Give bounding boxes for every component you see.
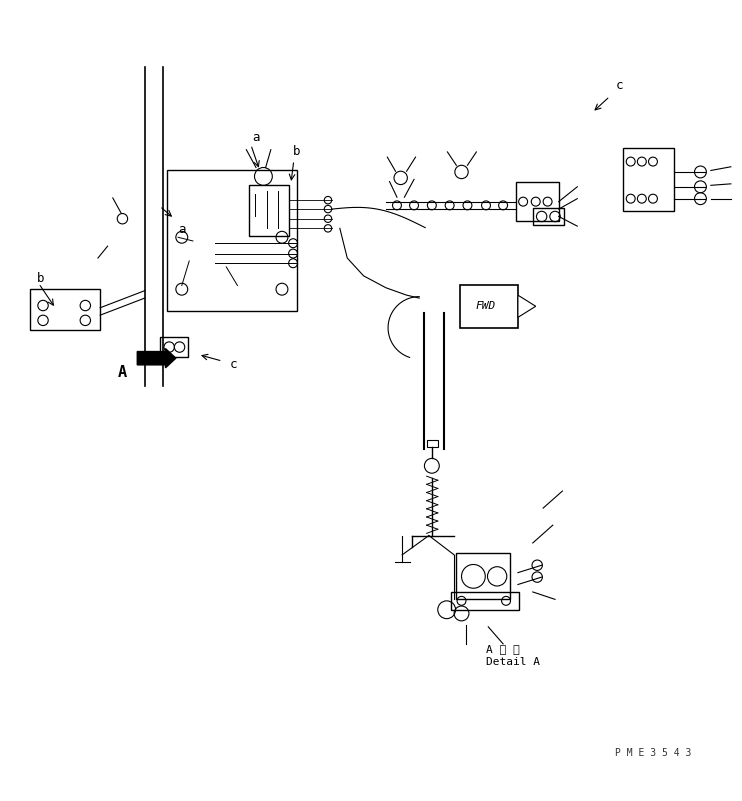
Text: FWD: FWD [476, 300, 496, 311]
Bar [160, 336, 188, 357]
Bar [451, 592, 519, 610]
Text: c: c [230, 358, 237, 372]
Text: A: A [118, 364, 127, 380]
Bar [456, 553, 510, 599]
FancyArrow shape [137, 348, 176, 368]
Bar [30, 289, 100, 330]
Bar [533, 207, 564, 225]
Bar [623, 148, 674, 211]
Bar [167, 171, 297, 312]
Text: c: c [616, 78, 623, 91]
Text: P M E 3 5 4 3: P M E 3 5 4 3 [615, 748, 691, 758]
Text: b: b [293, 146, 301, 159]
Text: a: a [178, 223, 186, 236]
Bar [249, 185, 289, 235]
Bar [460, 284, 518, 328]
Bar [427, 440, 438, 446]
Bar [516, 183, 559, 221]
Text: A 詳 細: A 詳 細 [486, 644, 519, 654]
Text: b: b [37, 272, 45, 284]
Polygon shape [518, 295, 536, 317]
Text: a: a [252, 131, 260, 143]
Text: Detail A: Detail A [486, 657, 540, 666]
